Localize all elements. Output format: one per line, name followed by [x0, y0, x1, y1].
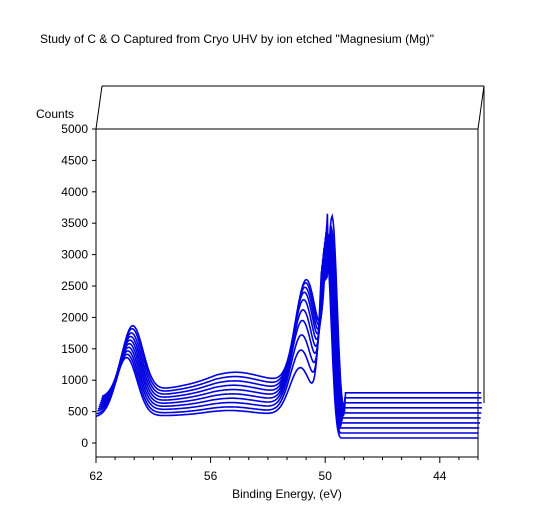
y-tick-label: 1000 [61, 373, 88, 387]
y-axis-title: Counts [36, 107, 74, 121]
spectrum-series-line [99, 230, 482, 419]
y-tick-label: 500 [68, 405, 88, 419]
spectrum-series-line [100, 229, 482, 417]
spectrum-series-line [97, 236, 480, 430]
x-axis-ticks: 62 56 50 44 [89, 457, 479, 483]
y-tick-label: 4000 [61, 185, 88, 199]
box-left-depth-edge [95, 85, 103, 130]
y-axis-ticks: 0 500 1000 1500 2000 2500 3000 3500 4000 4500 5000 [61, 122, 96, 450]
spectrum-series-line [96, 237, 479, 434]
spectrum-series-line [101, 213, 482, 413]
x-tick-label: 50 [319, 469, 333, 483]
x-tick-label: 62 [89, 469, 103, 483]
x-tick-label: 56 [204, 469, 218, 483]
y-tick-label: 2000 [61, 310, 88, 324]
y-tick-label: 4500 [61, 153, 88, 167]
y-tick-label: 0 [81, 436, 88, 450]
chart-title: Study of C & O Captured from Cryo UHV by… [40, 32, 434, 46]
y-tick-label: 3000 [61, 248, 88, 262]
x-tick-label: 44 [433, 469, 447, 483]
y-tick-label: 1500 [61, 342, 88, 356]
spectrum-series-line [101, 225, 482, 416]
spectrum-series-line [95, 239, 478, 439]
y-tick-label: 5000 [61, 122, 88, 136]
spectra-series [95, 213, 482, 439]
y-tick-label: 2500 [61, 279, 88, 293]
x-axis-title: Binding Energy, (eV) [232, 487, 342, 501]
box-right-depth-edge [477, 85, 485, 130]
y-tick-label: 3500 [61, 216, 88, 230]
